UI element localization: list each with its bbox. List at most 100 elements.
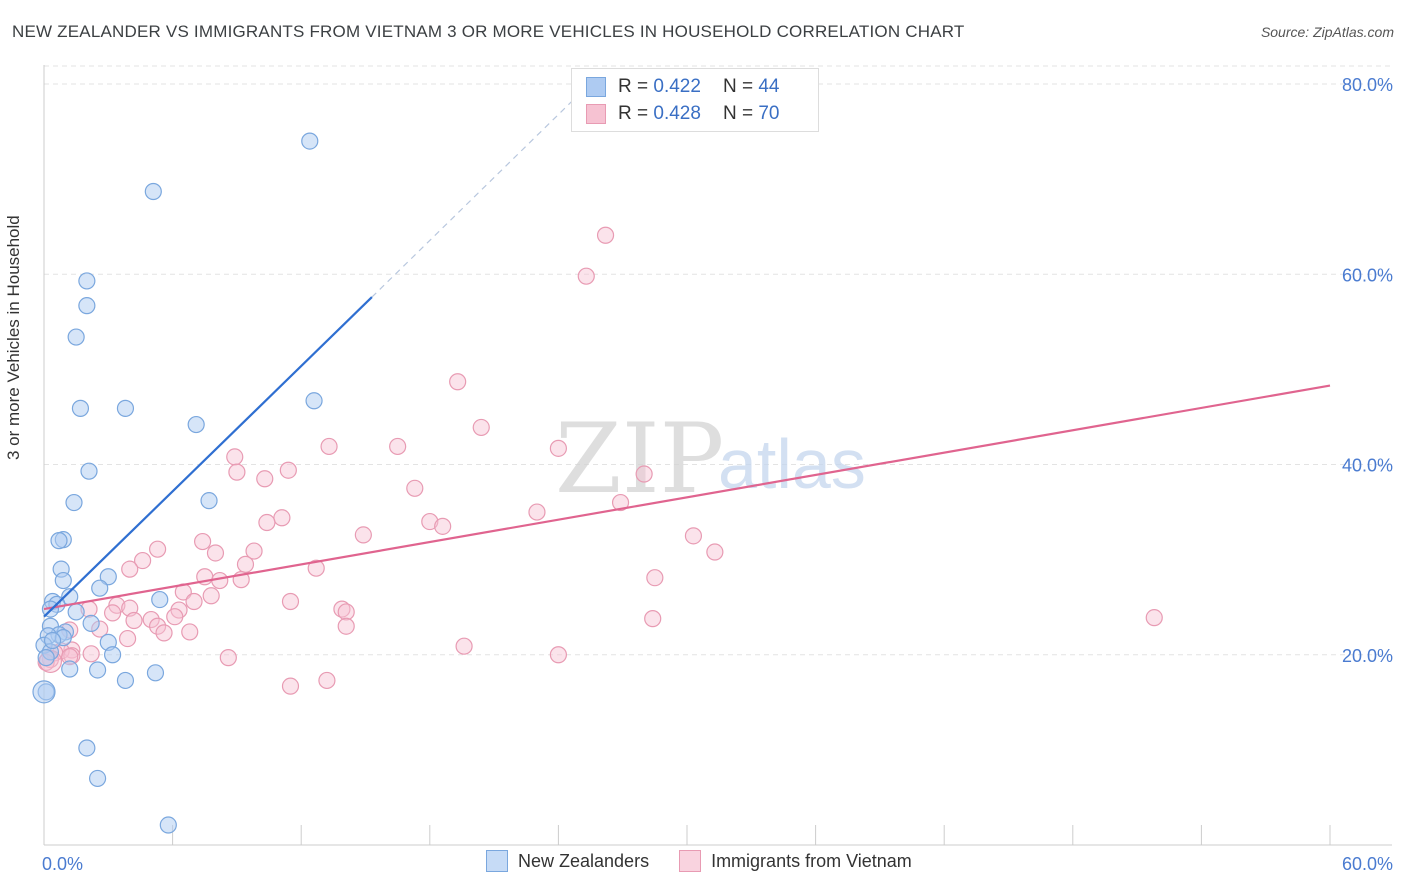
trend-line-new-zealanders [43, 296, 373, 618]
point-vietnam [194, 532, 212, 551]
point-vietnam [577, 267, 595, 285]
point-vietnam [279, 461, 297, 479]
point-vietnam [148, 617, 167, 635]
point-new-zealander [78, 297, 96, 315]
point-new-zealander [61, 660, 79, 678]
point-new-zealander [82, 614, 100, 632]
point-new-zealander [65, 493, 83, 512]
point-vietnam [181, 623, 199, 641]
legend-n-value: 44 [758, 76, 780, 97]
point-new-zealander [88, 661, 107, 679]
legend-item-new-zealanders[interactable]: New Zealanders [486, 850, 649, 872]
point-vietnam [449, 373, 467, 391]
point-vietnam [318, 671, 336, 690]
point-vietnam [646, 569, 664, 587]
point-new-zealander [80, 462, 98, 480]
point-vietnam [684, 527, 703, 545]
point-new-zealander [78, 272, 96, 290]
point-vietnam [155, 624, 173, 642]
point-vietnam [226, 448, 244, 466]
point-vietnam [258, 513, 276, 532]
y-tick-label: 40.0% [1342, 456, 1393, 476]
point-new-zealander [159, 816, 177, 834]
watermark-zip: ZIP [555, 403, 724, 515]
legend-r-value: 0.428 [653, 103, 701, 124]
point-new-zealander [43, 631, 62, 650]
legend-swatch-blue [486, 850, 508, 872]
point-vietnam [354, 526, 372, 544]
point-vietnam [236, 555, 255, 573]
legend-n-label: N = [722, 76, 754, 97]
legend-n-value: 70 [758, 103, 780, 124]
point-vietnam [706, 543, 724, 561]
legend-row-new-zealanders: R = 0.422 N = 44 [586, 74, 779, 100]
point-vietnam [611, 493, 630, 512]
y-tick-label: 60.0% [1342, 265, 1393, 285]
chart-title: NEW ZEALANDER VS IMMIGRANTS FROM VIETNAM… [12, 22, 965, 41]
point-new-zealander [146, 664, 165, 682]
source-label: Source: ZipAtlas.com [1260, 24, 1394, 40]
y-axis-label: 3 or more Vehicles in Household [4, 215, 23, 460]
point-new-zealander [37, 649, 55, 667]
watermark-atlas: atlas [718, 425, 866, 503]
point-vietnam [406, 479, 424, 497]
point-vietnam [320, 437, 338, 456]
point-new-zealander [71, 399, 90, 417]
point-vietnam [118, 629, 137, 648]
point-vietnam [206, 544, 225, 562]
point-vietnam [82, 645, 100, 663]
point-vietnam [256, 470, 274, 488]
axes [43, 65, 1392, 846]
tick-labels: 20.0% 40.0% 60.0% 80.0% 0.0% 60.0% [42, 75, 1393, 874]
point-vietnam [281, 592, 300, 611]
point-vietnam [635, 465, 653, 483]
point-vietnam [281, 677, 300, 695]
point-new-zealander [78, 739, 96, 757]
point-vietnam [337, 617, 355, 635]
legend-swatch-blue [586, 77, 606, 97]
series-legend: New Zealanders Immigrants from Vietnam [486, 850, 942, 872]
point-new-zealander [103, 646, 122, 664]
point-new-zealander [116, 399, 135, 417]
point-new-zealander [200, 492, 218, 510]
point-vietnam [202, 587, 220, 605]
point-vietnam [148, 540, 167, 558]
legend-swatch-pink [586, 104, 606, 124]
point-vietnam [549, 439, 568, 457]
point-vietnam [455, 637, 473, 655]
legend-n-label: N = [722, 103, 754, 124]
point-vietnam [389, 437, 407, 456]
point-vietnam [133, 551, 152, 570]
legend-label: Immigrants from Vietnam [711, 850, 912, 871]
x-tick-label: 0.0% [42, 854, 83, 874]
point-vietnam [434, 517, 452, 535]
point-new-zealander [32, 680, 56, 704]
trend-lines [43, 93, 1331, 618]
legend-swatch-pink [679, 850, 702, 872]
point-new-zealander [91, 579, 109, 597]
point-new-zealander [305, 392, 323, 410]
point-vietnam [472, 418, 490, 437]
point-new-zealander [301, 132, 319, 150]
y-tick-label: 80.0% [1342, 75, 1393, 95]
legend-row-immigrants-from-vietnam: R = 0.428 N = 70 [586, 101, 779, 127]
point-vietnam [337, 603, 355, 621]
point-new-zealander [116, 671, 135, 690]
point-vietnam [273, 509, 291, 527]
point-vietnam [596, 226, 615, 244]
point-new-zealander [50, 532, 68, 550]
point-vietnam [549, 646, 568, 664]
point-new-zealander [187, 415, 205, 434]
point-vietnam [142, 610, 160, 629]
point-vietnam [121, 560, 139, 578]
legend-label: New Zealanders [518, 850, 650, 871]
point-vietnam [228, 463, 246, 481]
point-vietnam [245, 542, 263, 560]
trend-extension-new-zealanders [371, 93, 581, 298]
legend-item-immigrants-from-vietnam[interactable]: Immigrants from Vietnam [679, 850, 912, 872]
legend-r-label: R = [618, 103, 649, 124]
point-vietnam [421, 512, 439, 531]
point-new-zealander [54, 571, 72, 590]
point-vietnam [166, 608, 184, 626]
